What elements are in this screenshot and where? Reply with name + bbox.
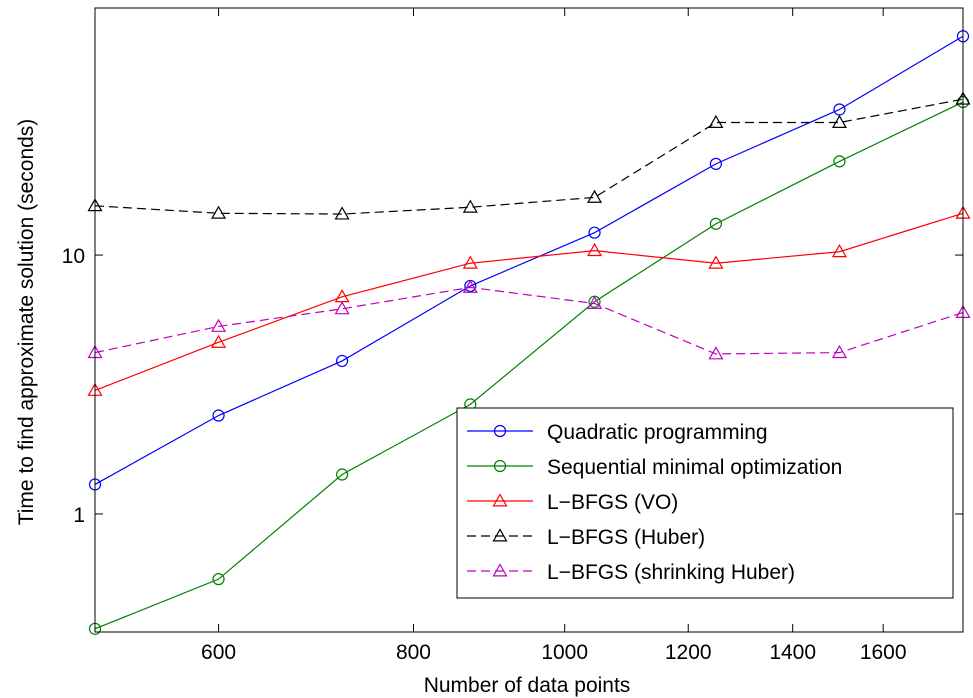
series-line-2 <box>94 212 964 391</box>
series-3-point <box>831 114 847 129</box>
x-tick-label: 800 <box>396 641 431 664</box>
y-tick-label: 10 <box>62 245 85 268</box>
series-3-point <box>586 189 603 203</box>
legend-label-3: L−BFGS (Huber) <box>547 526 705 549</box>
legend: Quadratic programming Sequential minimal … <box>456 407 954 599</box>
series-1-point <box>335 468 349 481</box>
series-line-0 <box>94 35 964 485</box>
x-tick-label: 1400 <box>769 641 816 664</box>
series-line-1 <box>94 101 964 630</box>
legend-label-1: Sequential minimal optimization <box>547 456 842 479</box>
legend-label-2: L−BFGS (VO) <box>547 491 678 514</box>
series-0-point <box>709 157 723 170</box>
axes: 600 800 1000 1200 1400 1600 1 10 <box>62 7 964 664</box>
legend-marker-1 <box>493 459 507 473</box>
x-tick-label: 600 <box>201 641 236 664</box>
legend-label-0: Quadratic programming <box>547 421 768 444</box>
y-tick-label: 1 <box>73 504 85 527</box>
series-2-point <box>831 244 847 258</box>
x-tick-label: 1000 <box>541 641 588 664</box>
legend-marker-3 <box>492 528 508 542</box>
legend-box <box>456 407 954 599</box>
series-3-point <box>708 114 724 129</box>
x-tick-label: 1200 <box>665 641 712 664</box>
series-1-point <box>709 217 723 230</box>
series-4-point <box>462 279 478 293</box>
series-4-point <box>708 346 724 360</box>
legend-marker-2 <box>492 493 508 507</box>
series-1-point <box>212 573 225 586</box>
series-4-point <box>334 301 350 315</box>
series-4-point <box>211 318 227 332</box>
x-axis-label: Number of data points <box>424 674 631 697</box>
plot-frame <box>94 7 964 633</box>
series-4-point <box>586 295 603 309</box>
legend-marker-0 <box>493 424 507 438</box>
series-1-point <box>833 155 846 168</box>
legend-label-4: L−BFGS (shrinking Huber) <box>547 561 795 584</box>
series-3-point <box>211 205 227 219</box>
series-0-point <box>212 409 225 422</box>
series-3-point <box>334 206 350 220</box>
series-3-point <box>462 199 478 213</box>
series-0-point <box>588 226 601 239</box>
series-line-4 <box>94 286 964 355</box>
x-tick-label: 1600 <box>860 641 907 664</box>
series-0-point <box>335 354 349 368</box>
series-line-3 <box>94 98 964 215</box>
series-2-point <box>211 334 227 348</box>
series-2-point <box>586 242 603 257</box>
series-4-point <box>831 344 847 359</box>
series-2-point <box>708 255 724 269</box>
series-2-point <box>462 255 478 269</box>
legend-marker-4 <box>492 563 508 577</box>
y-axis-label: Time to find approximate solution (secon… <box>15 119 38 526</box>
